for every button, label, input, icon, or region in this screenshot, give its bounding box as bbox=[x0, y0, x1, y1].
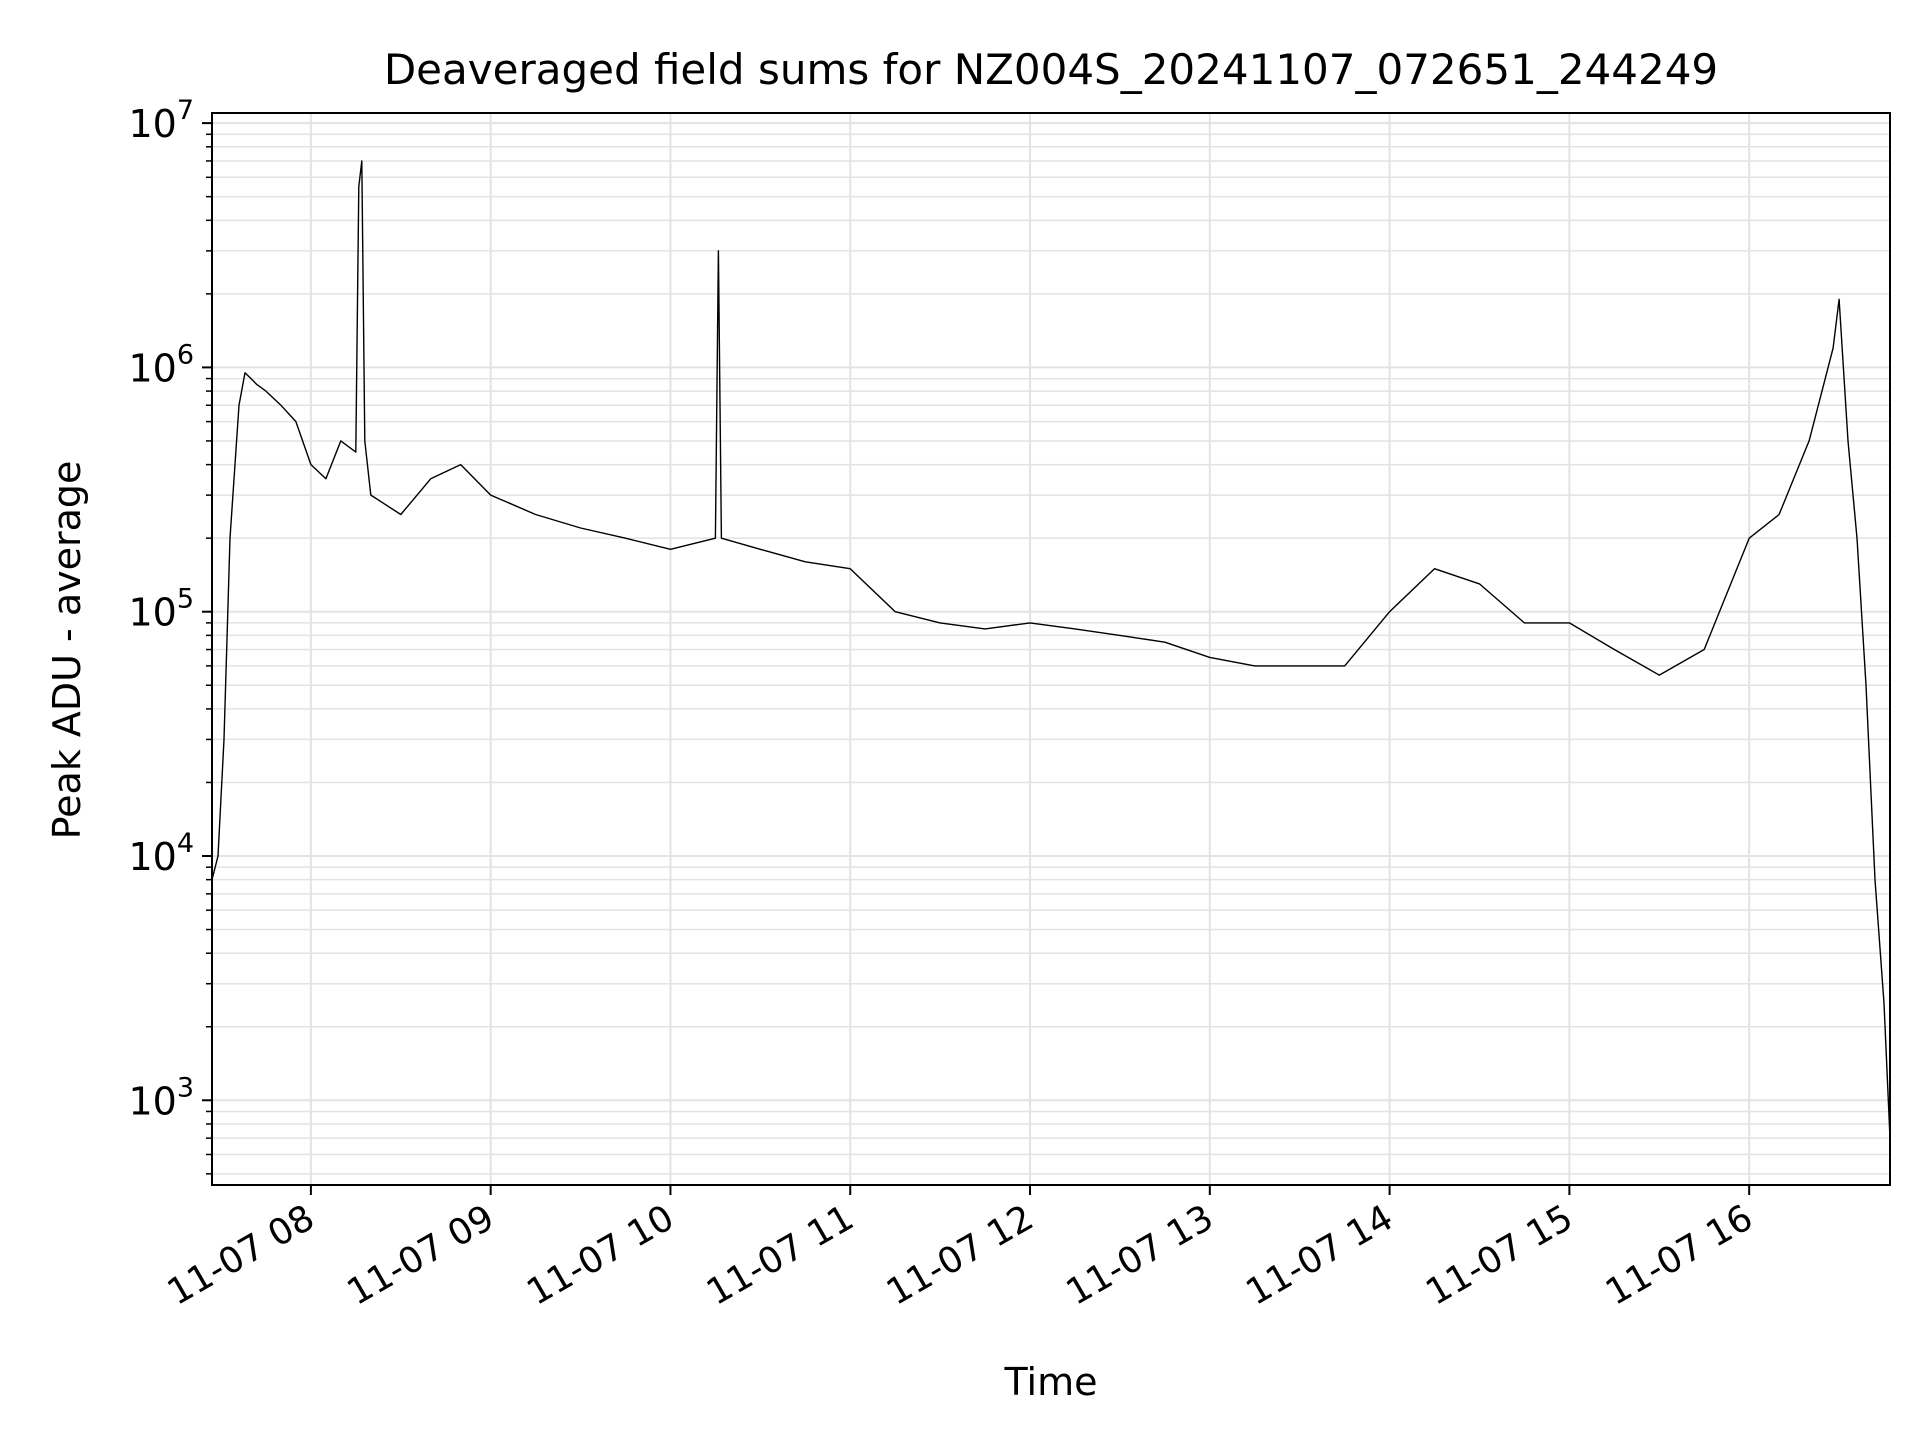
y-tick-label: 106 bbox=[128, 339, 194, 390]
major-gridlines bbox=[212, 113, 1890, 1185]
y-axis-ticks: 103 104 105 106 107 bbox=[128, 95, 212, 1175]
y-tick-label: 105 bbox=[128, 584, 194, 635]
x-axis-label: Time bbox=[1004, 1360, 1098, 1404]
y-tick-label: 107 bbox=[128, 95, 194, 146]
y-tick-label: 104 bbox=[128, 828, 194, 879]
y-axis-label: Peak ADU - average bbox=[45, 461, 89, 840]
chart-title: Deaveraged field sums for NZ004S_2024110… bbox=[384, 45, 1718, 94]
y-tick-label: 103 bbox=[128, 1072, 194, 1123]
data-series-line bbox=[211, 160, 1891, 1139]
